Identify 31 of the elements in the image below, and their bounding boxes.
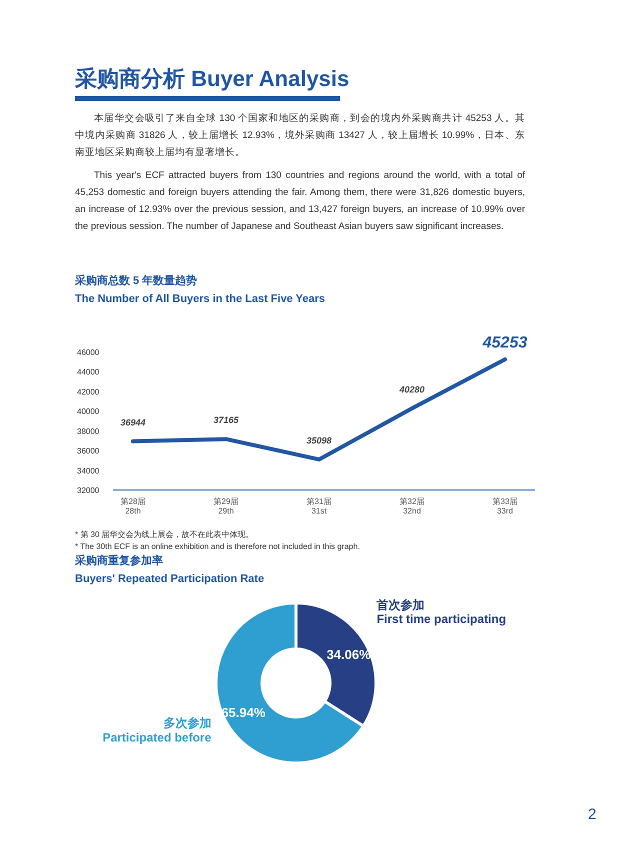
text: 本届华交会吸引了来自全球 130 个国家和地区的采购商，到会的境内外采购商共计 45253 人。其中境内采购商 31826 人，较上届增长 12.93%，境外采购商 13427 人，较上届增长 10.99%，日本、东南亚地区采购商较上届均有显著增长。 <box>75 112 525 160</box>
chart-title: 采购商总数 5 年数量趋势 <box>75 274 198 289</box>
y-tick-label: 38000 <box>77 426 100 436</box>
data-label: 37165 <box>213 415 240 426</box>
chart-subtitle: Buyers' Repeated Participation Rate <box>75 572 266 587</box>
slice-label: 首次参加 First time participating <box>376 598 506 626</box>
data-label: 34.06% <box>326 647 372 662</box>
chart-title: 采购商重复参加率 <box>75 554 164 569</box>
x-tick-label: 第33届 33rd <box>492 497 518 516</box>
y-tick-label: 40000 <box>77 407 100 416</box>
y-tick-label: 36000 <box>77 446 100 456</box>
y-tick-label: 44000 <box>77 368 100 377</box>
x-tick-label: 第31届 31st <box>306 497 332 516</box>
text: 2 <box>588 806 596 823</box>
text: This year's ECF attracted buyers from 130 countries and regions around the world, with a total of 45,253 domestic and foreign buyers attending the fair. Among them, there were 31,826 domestic buyers, an increase of 12.93% over the previous session, and 13,427 foreign buyers, an increase of 10.99% over the previous session. The number of Japanese and Southeast Asian buyers saw significant increases. <box>75 169 525 234</box>
data-label: 40280 <box>398 384 425 394</box>
x-tick-label: 第29届 29th <box>214 497 238 516</box>
data-label: 35098 <box>306 435 332 446</box>
text: 采购商分析 Buyer Analysis <box>75 65 350 93</box>
x-tick-label: 第32届 32nd <box>400 497 424 516</box>
y-tick-label: 42000 <box>77 387 100 396</box>
slice-label: 多次参加 Participated before <box>102 716 212 745</box>
x-tick-label: 第28届 28th <box>120 497 146 516</box>
data-label: 45253 <box>482 334 528 352</box>
text: * The 30th ECF is an online exhibition and is therefore not included in this graph. <box>75 541 361 553</box>
text: * 第 30 届华交会为线上展会，故不在此表中体现。 <box>75 529 255 541</box>
chart-subtitle: The Number of All Buyers in the Last Five Years <box>75 292 326 307</box>
y-tick-label: 34000 <box>77 466 100 476</box>
y-tick-label: 32000 <box>77 486 100 495</box>
y-tick-label: 46000 <box>77 348 100 357</box>
data-label: 36944 <box>120 417 146 428</box>
